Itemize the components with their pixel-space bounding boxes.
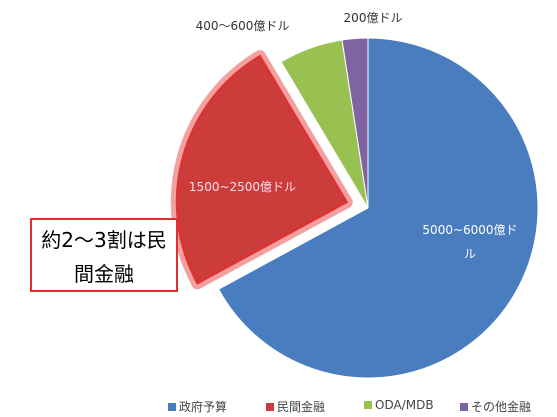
legend-item: ODA/MDB — [364, 398, 434, 412]
pie-slice — [175, 54, 349, 285]
legend-swatch — [460, 403, 468, 411]
pie-slice — [217, 37, 539, 379]
legend-label: ODA/MDB — [375, 398, 434, 412]
legend-swatch — [364, 401, 372, 409]
legend-label: 政府予算 — [179, 400, 228, 414]
legend-label: 民間金融 — [277, 400, 326, 414]
legend-item: 政府予算 — [168, 398, 227, 415]
slice-label: 5000~6000億ドル — [422, 223, 518, 261]
legend-item: 民間金融 — [266, 398, 325, 415]
legend-item: その他金融 — [460, 398, 531, 415]
legend-label: その他金融 — [471, 400, 532, 414]
slice-label: 1500~2500億ドル — [188, 180, 297, 194]
legend-swatch — [168, 403, 176, 411]
slice-label: 200億ドル — [343, 11, 403, 25]
pie-slice — [341, 37, 369, 209]
legend-swatch — [266, 403, 274, 411]
slice-label: 400～600億ドル — [195, 19, 290, 33]
annotation: 約2～3割は民間金融 — [30, 218, 178, 292]
